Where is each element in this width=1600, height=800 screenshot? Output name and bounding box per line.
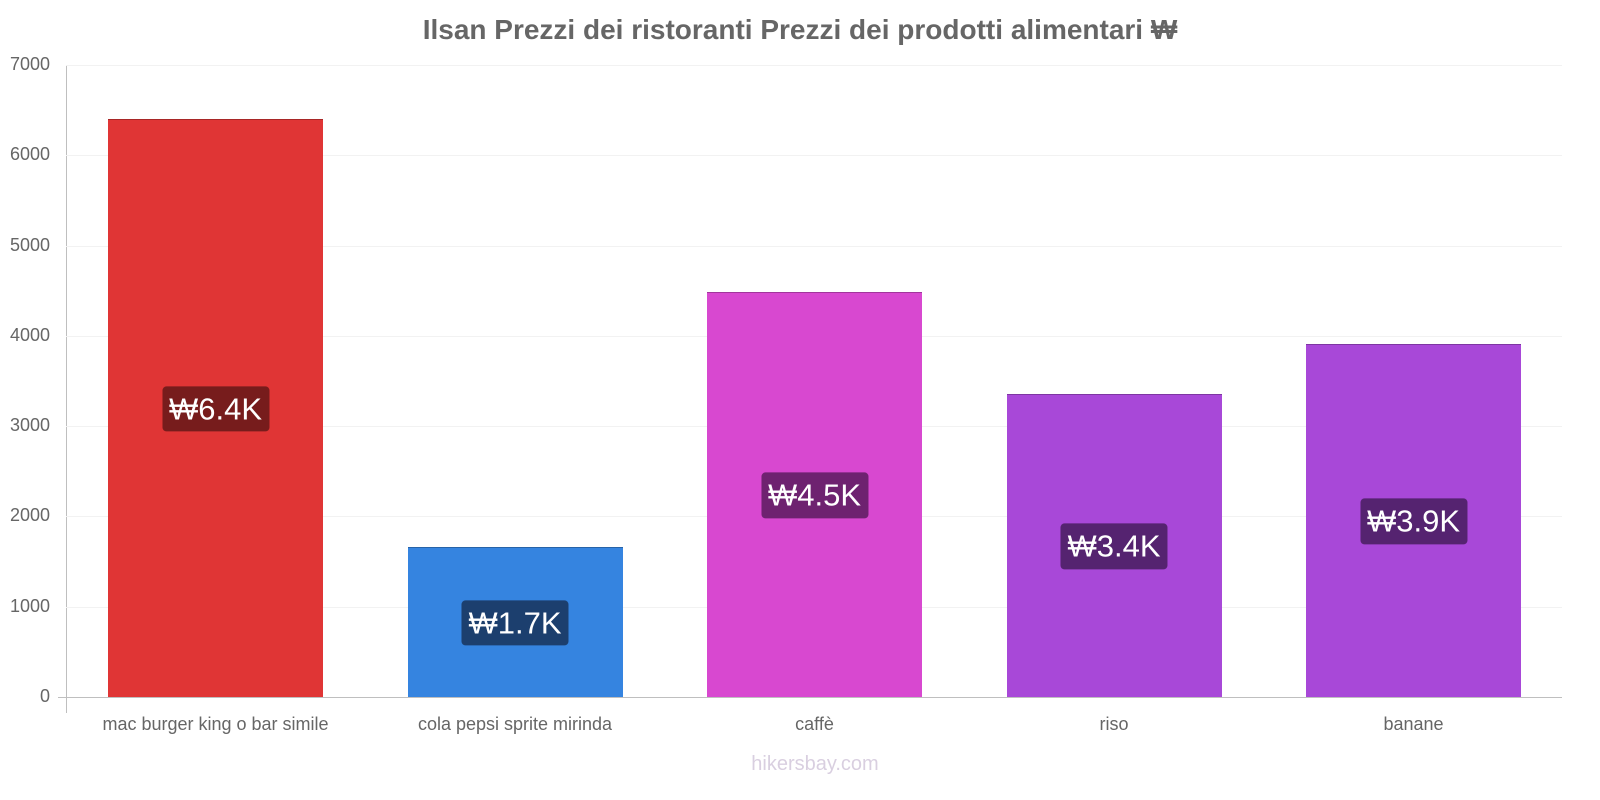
watermark: hikersbay.com bbox=[751, 753, 879, 775]
x-tick-label: cola pepsi sprite mirinda bbox=[417, 714, 613, 734]
gridline bbox=[66, 245, 1562, 247]
x-tick-label: mac burger king o bar simile bbox=[102, 714, 329, 734]
y-tick-label: 3000 bbox=[9, 415, 50, 436]
plot-area: ₩6.4K ₩1.7K ₩4.5K ₩3.4K ₩3.9K bbox=[66, 65, 1562, 697]
bar[interactable]: ₩3.4K bbox=[1006, 393, 1222, 697]
x-axis-line bbox=[58, 697, 1562, 698]
bar-value-label: ₩6.4K bbox=[161, 386, 270, 432]
y-tick-label: 4000 bbox=[9, 324, 50, 345]
y-tick-label: 2000 bbox=[9, 505, 50, 526]
y-tick-label: 0 bbox=[39, 686, 50, 706]
y-tick-label: 5000 bbox=[9, 234, 50, 255]
bar-value-label: ₩1.7K bbox=[461, 600, 569, 646]
bar[interactable]: ₩6.4K bbox=[108, 119, 323, 697]
gridline bbox=[66, 155, 1562, 157]
bar-value-label: ₩3.4K bbox=[1060, 523, 1168, 569]
bar-value-label: ₩4.5K bbox=[760, 472, 869, 518]
y-axis-line bbox=[66, 65, 67, 713]
y-tick-label: 1000 bbox=[9, 595, 50, 616]
gridline bbox=[66, 65, 1562, 66]
y-tick-label: 7000 bbox=[9, 54, 50, 74]
chart-title: Ilsan Prezzi dei ristoranti Prezzi dei p… bbox=[422, 14, 1178, 45]
bar[interactable]: ₩3.9K bbox=[1306, 343, 1521, 697]
bar[interactable]: ₩1.7K bbox=[407, 547, 623, 697]
bar-value-label: ₩3.9K bbox=[1359, 498, 1468, 545]
bar[interactable]: ₩4.5K bbox=[707, 291, 922, 697]
x-tick-label: caffè bbox=[795, 714, 834, 734]
x-tick-label: riso bbox=[1099, 714, 1129, 734]
x-tick-label: banane bbox=[1383, 714, 1444, 734]
y-tick-label: 6000 bbox=[9, 144, 50, 165]
